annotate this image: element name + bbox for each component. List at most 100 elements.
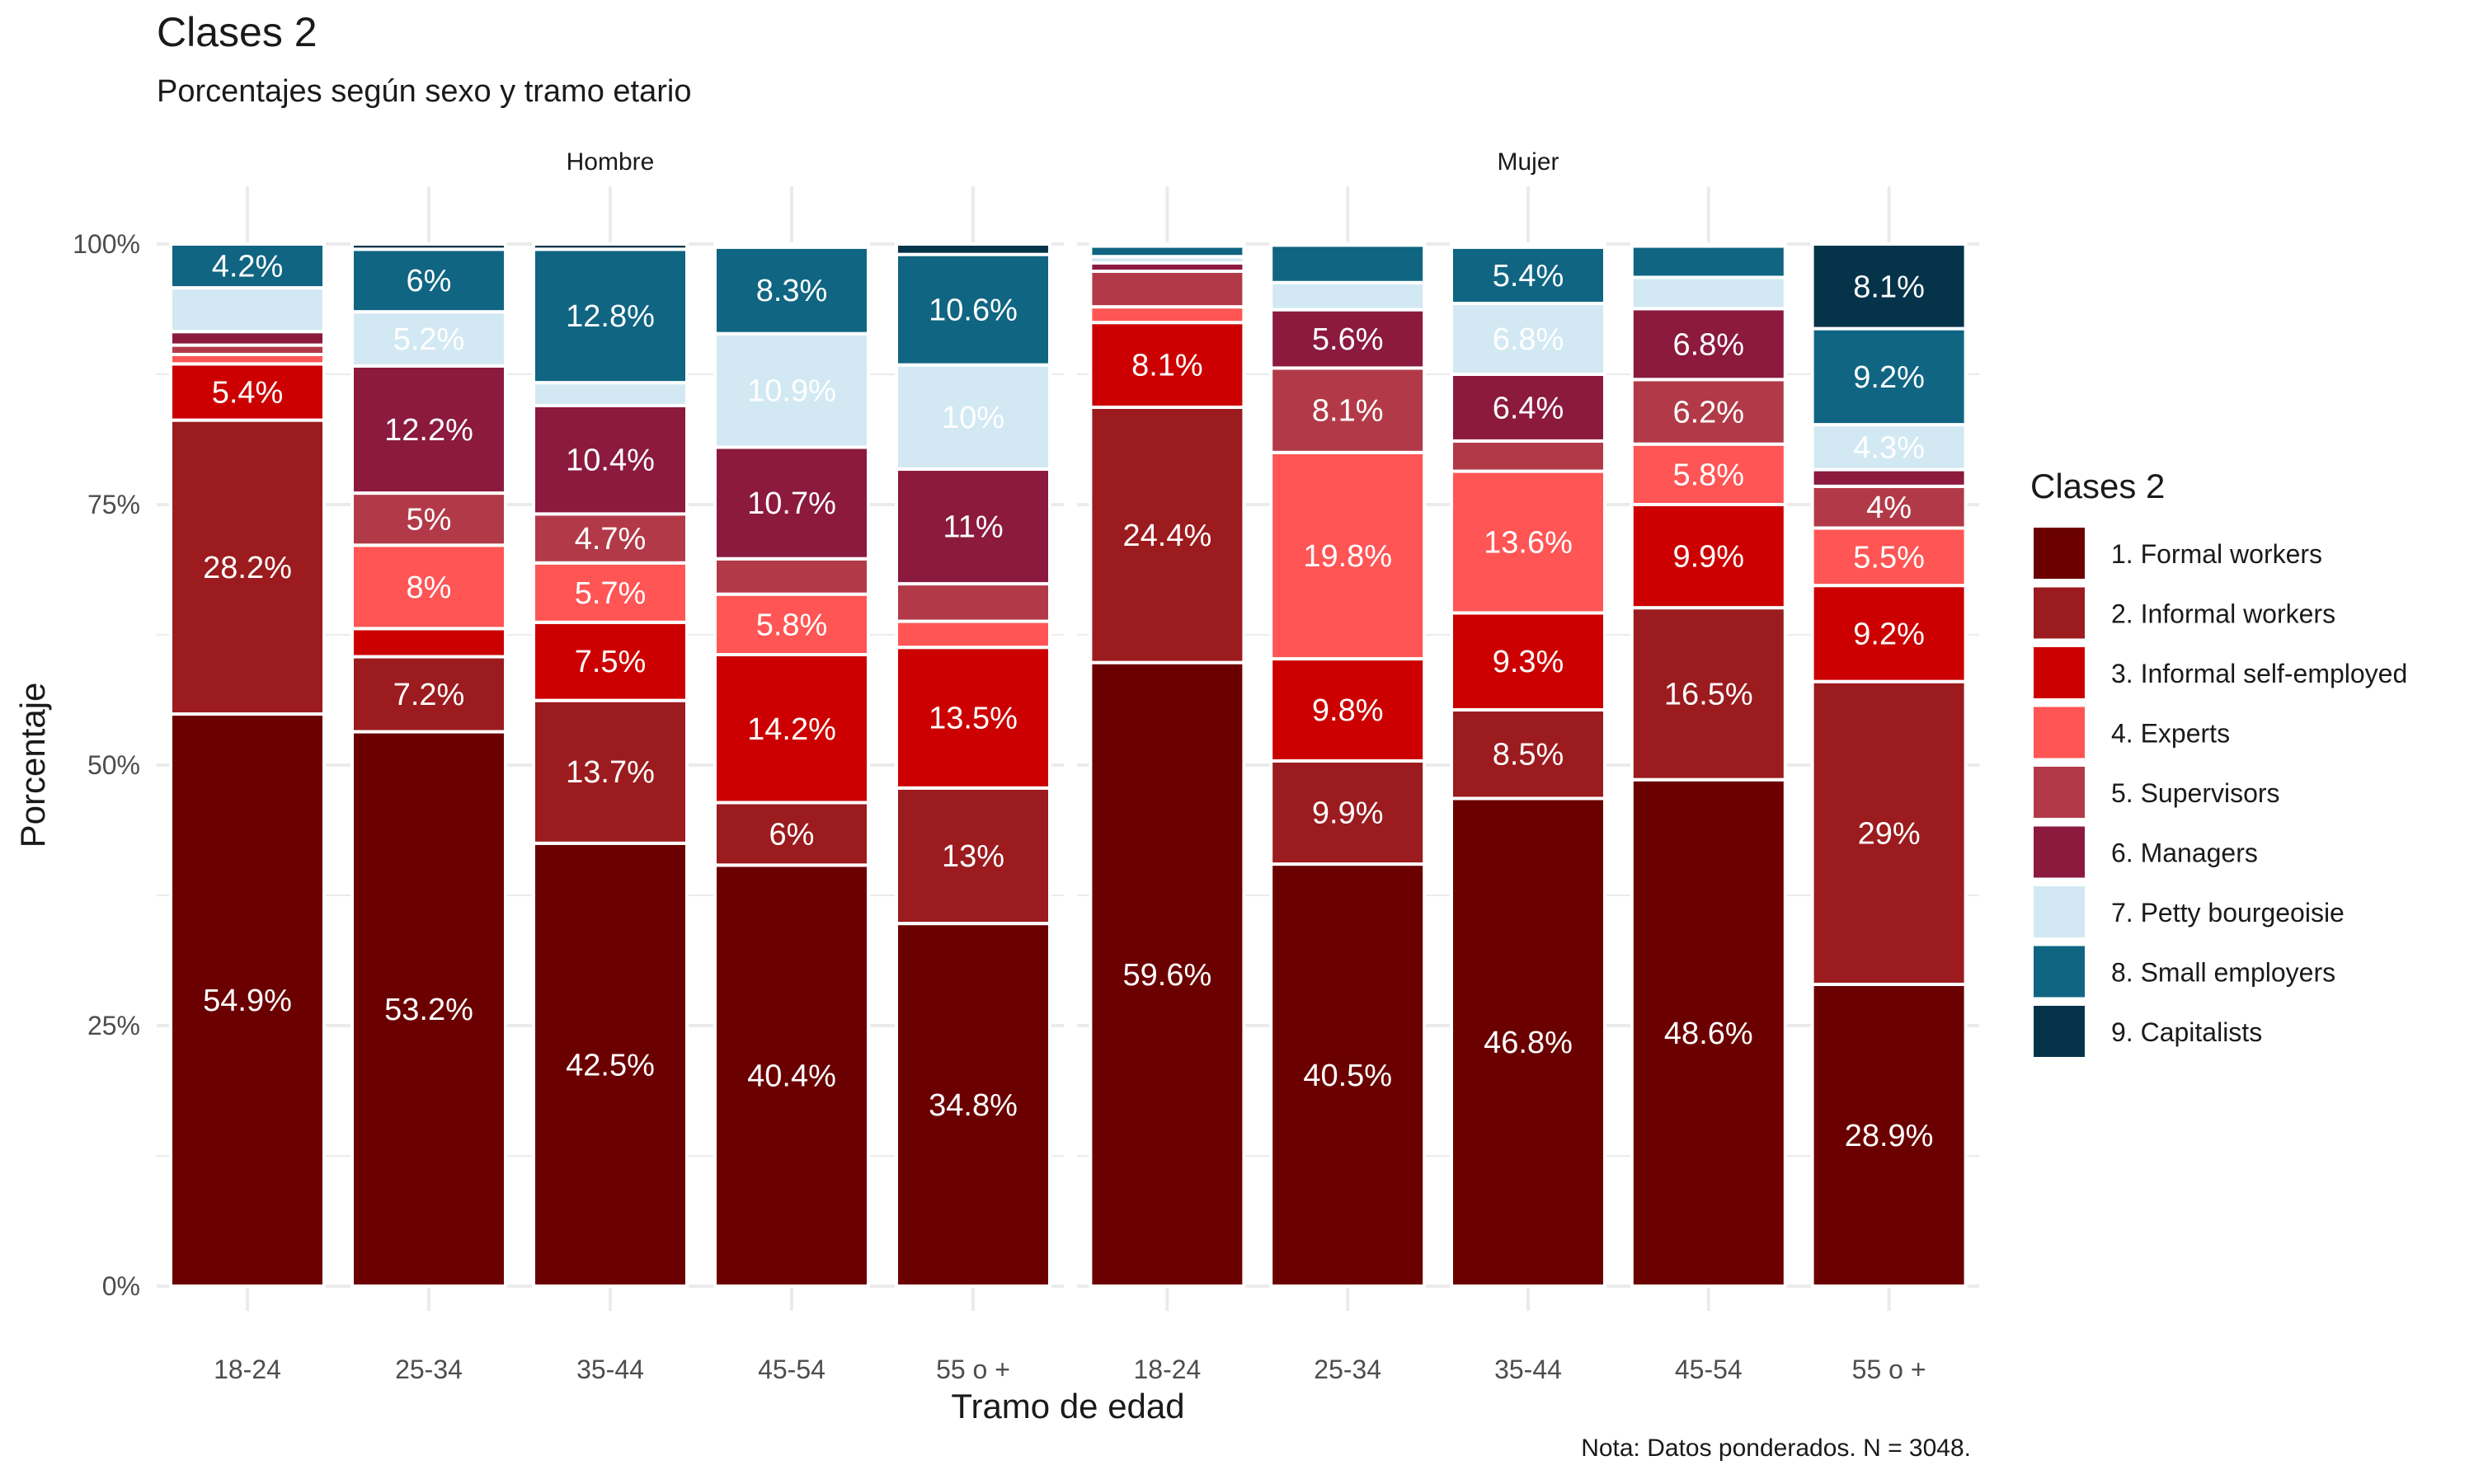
- data-label: 5.8%: [756, 608, 828, 642]
- data-label: 9.8%: [1312, 693, 1384, 728]
- bar-segment: [532, 381, 689, 407]
- legend-swatch: [2034, 946, 2085, 998]
- data-label: 4.2%: [212, 250, 284, 284]
- legend-title: Clases 2: [2030, 467, 2165, 505]
- bar-segment: [1089, 305, 1246, 325]
- bar-segment: [1089, 269, 1246, 309]
- data-label: 13.5%: [929, 701, 1018, 735]
- x-tick-label: 25-34: [1314, 1355, 1381, 1384]
- bar-segment: [350, 364, 507, 495]
- bar-segment: [350, 543, 507, 631]
- bar-segment: [169, 242, 326, 290]
- bar-segment: [895, 252, 1051, 367]
- bar-segment: [169, 362, 326, 422]
- data-label: 8.1%: [1312, 394, 1384, 429]
- legend-swatch: [2034, 587, 2085, 639]
- bar-segment: [1450, 611, 1606, 712]
- data-label: 46.8%: [1484, 1026, 1573, 1060]
- data-label: 10%: [942, 401, 1004, 435]
- x-tick-label: 25-34: [395, 1355, 463, 1384]
- data-label: 14.2%: [747, 712, 836, 747]
- data-label: 9.2%: [1853, 360, 1925, 395]
- data-label: 9.9%: [1672, 540, 1744, 575]
- data-label: 16.5%: [1664, 677, 1753, 711]
- legend-swatch: [2034, 886, 2085, 937]
- legend-label: 8. Small employers: [2111, 958, 2335, 988]
- bar-segment: [895, 242, 1051, 256]
- data-label: 53.2%: [384, 993, 473, 1027]
- legend-swatch: [2034, 826, 2085, 878]
- y-tick-label: 75%: [87, 490, 140, 519]
- bar-segment: [1630, 606, 1787, 782]
- data-label: 5.5%: [1853, 540, 1925, 575]
- bar-segment: [350, 242, 507, 251]
- bar-segment: [1450, 302, 1606, 377]
- bar-segment: [713, 556, 870, 596]
- data-label: 12.2%: [384, 413, 473, 448]
- data-label: 59.6%: [1123, 958, 1212, 993]
- chart-title: Clases 2: [157, 9, 317, 55]
- bar-segment: [1450, 708, 1606, 801]
- bar-segment: [1810, 584, 1968, 683]
- data-label: 40.4%: [747, 1059, 836, 1094]
- data-label: 54.9%: [203, 984, 292, 1018]
- data-label: 48.6%: [1664, 1017, 1753, 1051]
- bar-segment: [1269, 450, 1427, 661]
- legend-label: 5. Supervisors: [2111, 778, 2280, 808]
- x-tick-label: 18-24: [1133, 1355, 1201, 1384]
- bar-segment: [895, 363, 1051, 472]
- bar-segment: [350, 730, 507, 1288]
- data-label: 10.7%: [747, 486, 836, 521]
- data-label: 6.8%: [1672, 327, 1744, 362]
- data-label: 10.9%: [747, 374, 836, 409]
- bar-segment: [350, 491, 507, 547]
- data-label: 8%: [407, 571, 452, 605]
- data-label: 24.4%: [1123, 519, 1212, 553]
- data-label: 6.4%: [1493, 391, 1564, 425]
- data-label: 11%: [943, 510, 1003, 545]
- x-tick-label: 18-24: [214, 1355, 281, 1384]
- legend-swatch: [2034, 1006, 2085, 1057]
- data-label: 9.9%: [1312, 796, 1384, 831]
- bar-segment: [895, 786, 1051, 926]
- facet-label: Mujer: [1497, 148, 1559, 176]
- bar-segment: [1269, 758, 1427, 866]
- bar-segment: [713, 445, 870, 561]
- x-tick-label: 35-44: [1494, 1355, 1562, 1384]
- data-label: 8.3%: [756, 274, 828, 308]
- x-tick-label: 35-44: [576, 1355, 644, 1384]
- data-label: 9.3%: [1493, 645, 1564, 679]
- data-label: 7.2%: [393, 678, 465, 712]
- y-tick-label: 100%: [73, 229, 140, 259]
- x-tick-label: 45-54: [758, 1355, 825, 1384]
- legend-swatch: [2034, 528, 2085, 579]
- bar-segment: [1630, 242, 1787, 248]
- legend-label: 9. Capitalists: [2111, 1017, 2262, 1047]
- data-label: 8.5%: [1493, 738, 1564, 773]
- bar-segment: [1089, 405, 1246, 665]
- legend-swatch: [2034, 707, 2085, 758]
- data-label: 8.1%: [1853, 270, 1925, 304]
- data-label: 7.5%: [575, 645, 647, 679]
- bar-segment: [1269, 308, 1427, 370]
- data-label: 4.3%: [1853, 430, 1925, 465]
- bar-segment: [532, 512, 689, 565]
- data-label: 5.4%: [212, 375, 284, 410]
- y-axis-title: Porcentaje: [13, 683, 52, 848]
- bar-segment: [1810, 242, 1968, 331]
- data-label: 28.9%: [1845, 1119, 1934, 1153]
- data-label: 6.8%: [1493, 322, 1564, 357]
- bar-segment: [1269, 280, 1427, 312]
- x-axis-title: Tramo de edad: [951, 1387, 1184, 1425]
- bar-segment: [532, 841, 689, 1288]
- data-label: 5.2%: [393, 322, 465, 357]
- bar-segment: [1450, 439, 1606, 473]
- facet-label: Hombre: [567, 148, 655, 176]
- bar-segment: [350, 655, 507, 734]
- bar-segment: [1810, 484, 1968, 530]
- y-tick-label: 0%: [102, 1271, 140, 1301]
- bar-segment: [895, 582, 1051, 623]
- legend-label: 2. Informal workers: [2111, 599, 2335, 629]
- bar-segment: [1810, 467, 1968, 488]
